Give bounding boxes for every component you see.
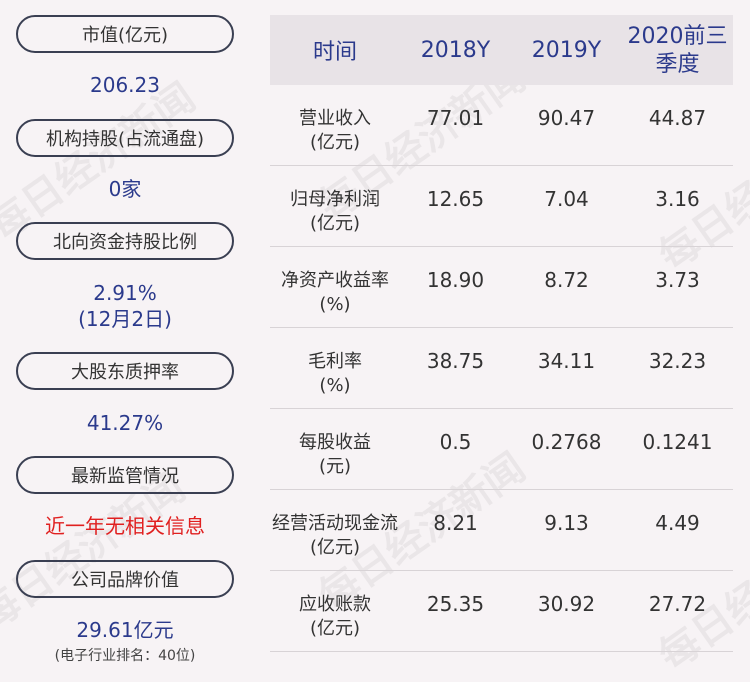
northbound-holding-value: 2.91% [93, 281, 157, 305]
institutional-holdings-value: 0家 [108, 177, 142, 201]
row-unit: (亿元) [309, 618, 361, 639]
cell-2018: 12.65 [426, 187, 485, 211]
row-unit: (亿元) [309, 213, 361, 234]
financial-table: 时间 2018Y 2019Y 2020前三季度 营业收入 (亿元) 77.01 9… [270, 15, 733, 652]
table-row: 归母净利润 (亿元) 12.65 7.04 3.16 [270, 166, 733, 247]
cell-2019: 30.92 [537, 592, 596, 616]
row-label: 应收账款 [299, 594, 371, 615]
cell-2020q3: 0.1241 [642, 430, 713, 454]
brand-value-label: 公司品牌价值 [16, 560, 234, 598]
pledge-ratio-value: 41.27% [86, 411, 164, 435]
cell-2020q3: 44.87 [648, 106, 707, 130]
header-time: 时间 [312, 40, 357, 65]
institutional-holdings-label: 机构持股(占流通盘) [16, 119, 234, 157]
brand-value-rank: (电子行业排名：40位) [54, 648, 196, 664]
cell-2018: 8.21 [433, 511, 478, 535]
row-label: 每股收益 [299, 432, 371, 453]
row-label: 毛利率 [308, 351, 362, 372]
northbound-holding-label: 北向资金持股比例 [16, 222, 234, 260]
cell-2020q3: 3.73 [655, 268, 700, 292]
row-unit: (亿元) [309, 132, 361, 153]
cell-2019: 90.47 [537, 106, 596, 130]
header-2019: 2019Y [531, 37, 602, 63]
cell-2020q3: 27.72 [648, 592, 707, 616]
table-row: 毛利率 (%) 38.75 34.11 32.23 [270, 328, 733, 409]
row-unit: (%) [319, 375, 351, 396]
market-cap-value: 206.23 [90, 73, 160, 97]
cell-2020q3: 32.23 [648, 349, 707, 373]
row-label: 净资产收益率 [281, 270, 389, 291]
row-unit: (%) [319, 294, 351, 315]
cell-2018: 25.35 [426, 592, 485, 616]
brand-value-value: 29.61亿元 [76, 618, 174, 642]
row-unit: (元) [318, 456, 352, 477]
table-header: 时间 2018Y 2019Y 2020前三季度 [270, 15, 733, 85]
pledge-ratio-label: 大股东质押率 [16, 352, 234, 390]
northbound-holding-date: (12月2日) [78, 307, 172, 331]
table-row: 营业收入 (亿元) 77.01 90.47 44.87 [270, 85, 733, 166]
table-row: 经营活动现金流 (亿元) 8.21 9.13 4.49 [270, 490, 733, 571]
cell-2019: 0.2768 [531, 430, 602, 454]
cell-2019: 7.04 [544, 187, 589, 211]
header-2020q3: 2020前三季度 [627, 24, 728, 77]
table-row: 净资产收益率 (%) 18.90 8.72 3.73 [270, 247, 733, 328]
table-row: 每股收益 (元) 0.5 0.2768 0.1241 [270, 409, 733, 490]
regulatory-status-value: 近一年无相关信息 [45, 514, 205, 538]
table-row: 应收账款 (亿元) 25.35 30.92 27.72 [270, 571, 733, 652]
cell-2018: 0.5 [439, 430, 472, 454]
cell-2018: 38.75 [426, 349, 485, 373]
cell-2020q3: 3.16 [655, 187, 700, 211]
row-unit: (亿元) [309, 537, 361, 558]
row-label: 营业收入 [299, 108, 371, 129]
market-cap-label: 市值(亿元) [16, 15, 234, 53]
cell-2018: 18.90 [426, 268, 485, 292]
header-2018: 2018Y [420, 37, 491, 63]
key-metrics-panel: 市值(亿元) 206.23 机构持股(占流通盘) 0家 北向资金持股比例 2.9… [0, 0, 250, 678]
cell-2020q3: 4.49 [655, 511, 700, 535]
cell-2019: 9.13 [544, 511, 589, 535]
row-label: 经营活动现金流 [272, 513, 398, 534]
cell-2018: 77.01 [426, 106, 485, 130]
regulatory-status-label: 最新监管情况 [16, 456, 234, 494]
cell-2019: 8.72 [544, 268, 589, 292]
cell-2019: 34.11 [537, 349, 596, 373]
row-label: 归母净利润 [290, 189, 380, 210]
